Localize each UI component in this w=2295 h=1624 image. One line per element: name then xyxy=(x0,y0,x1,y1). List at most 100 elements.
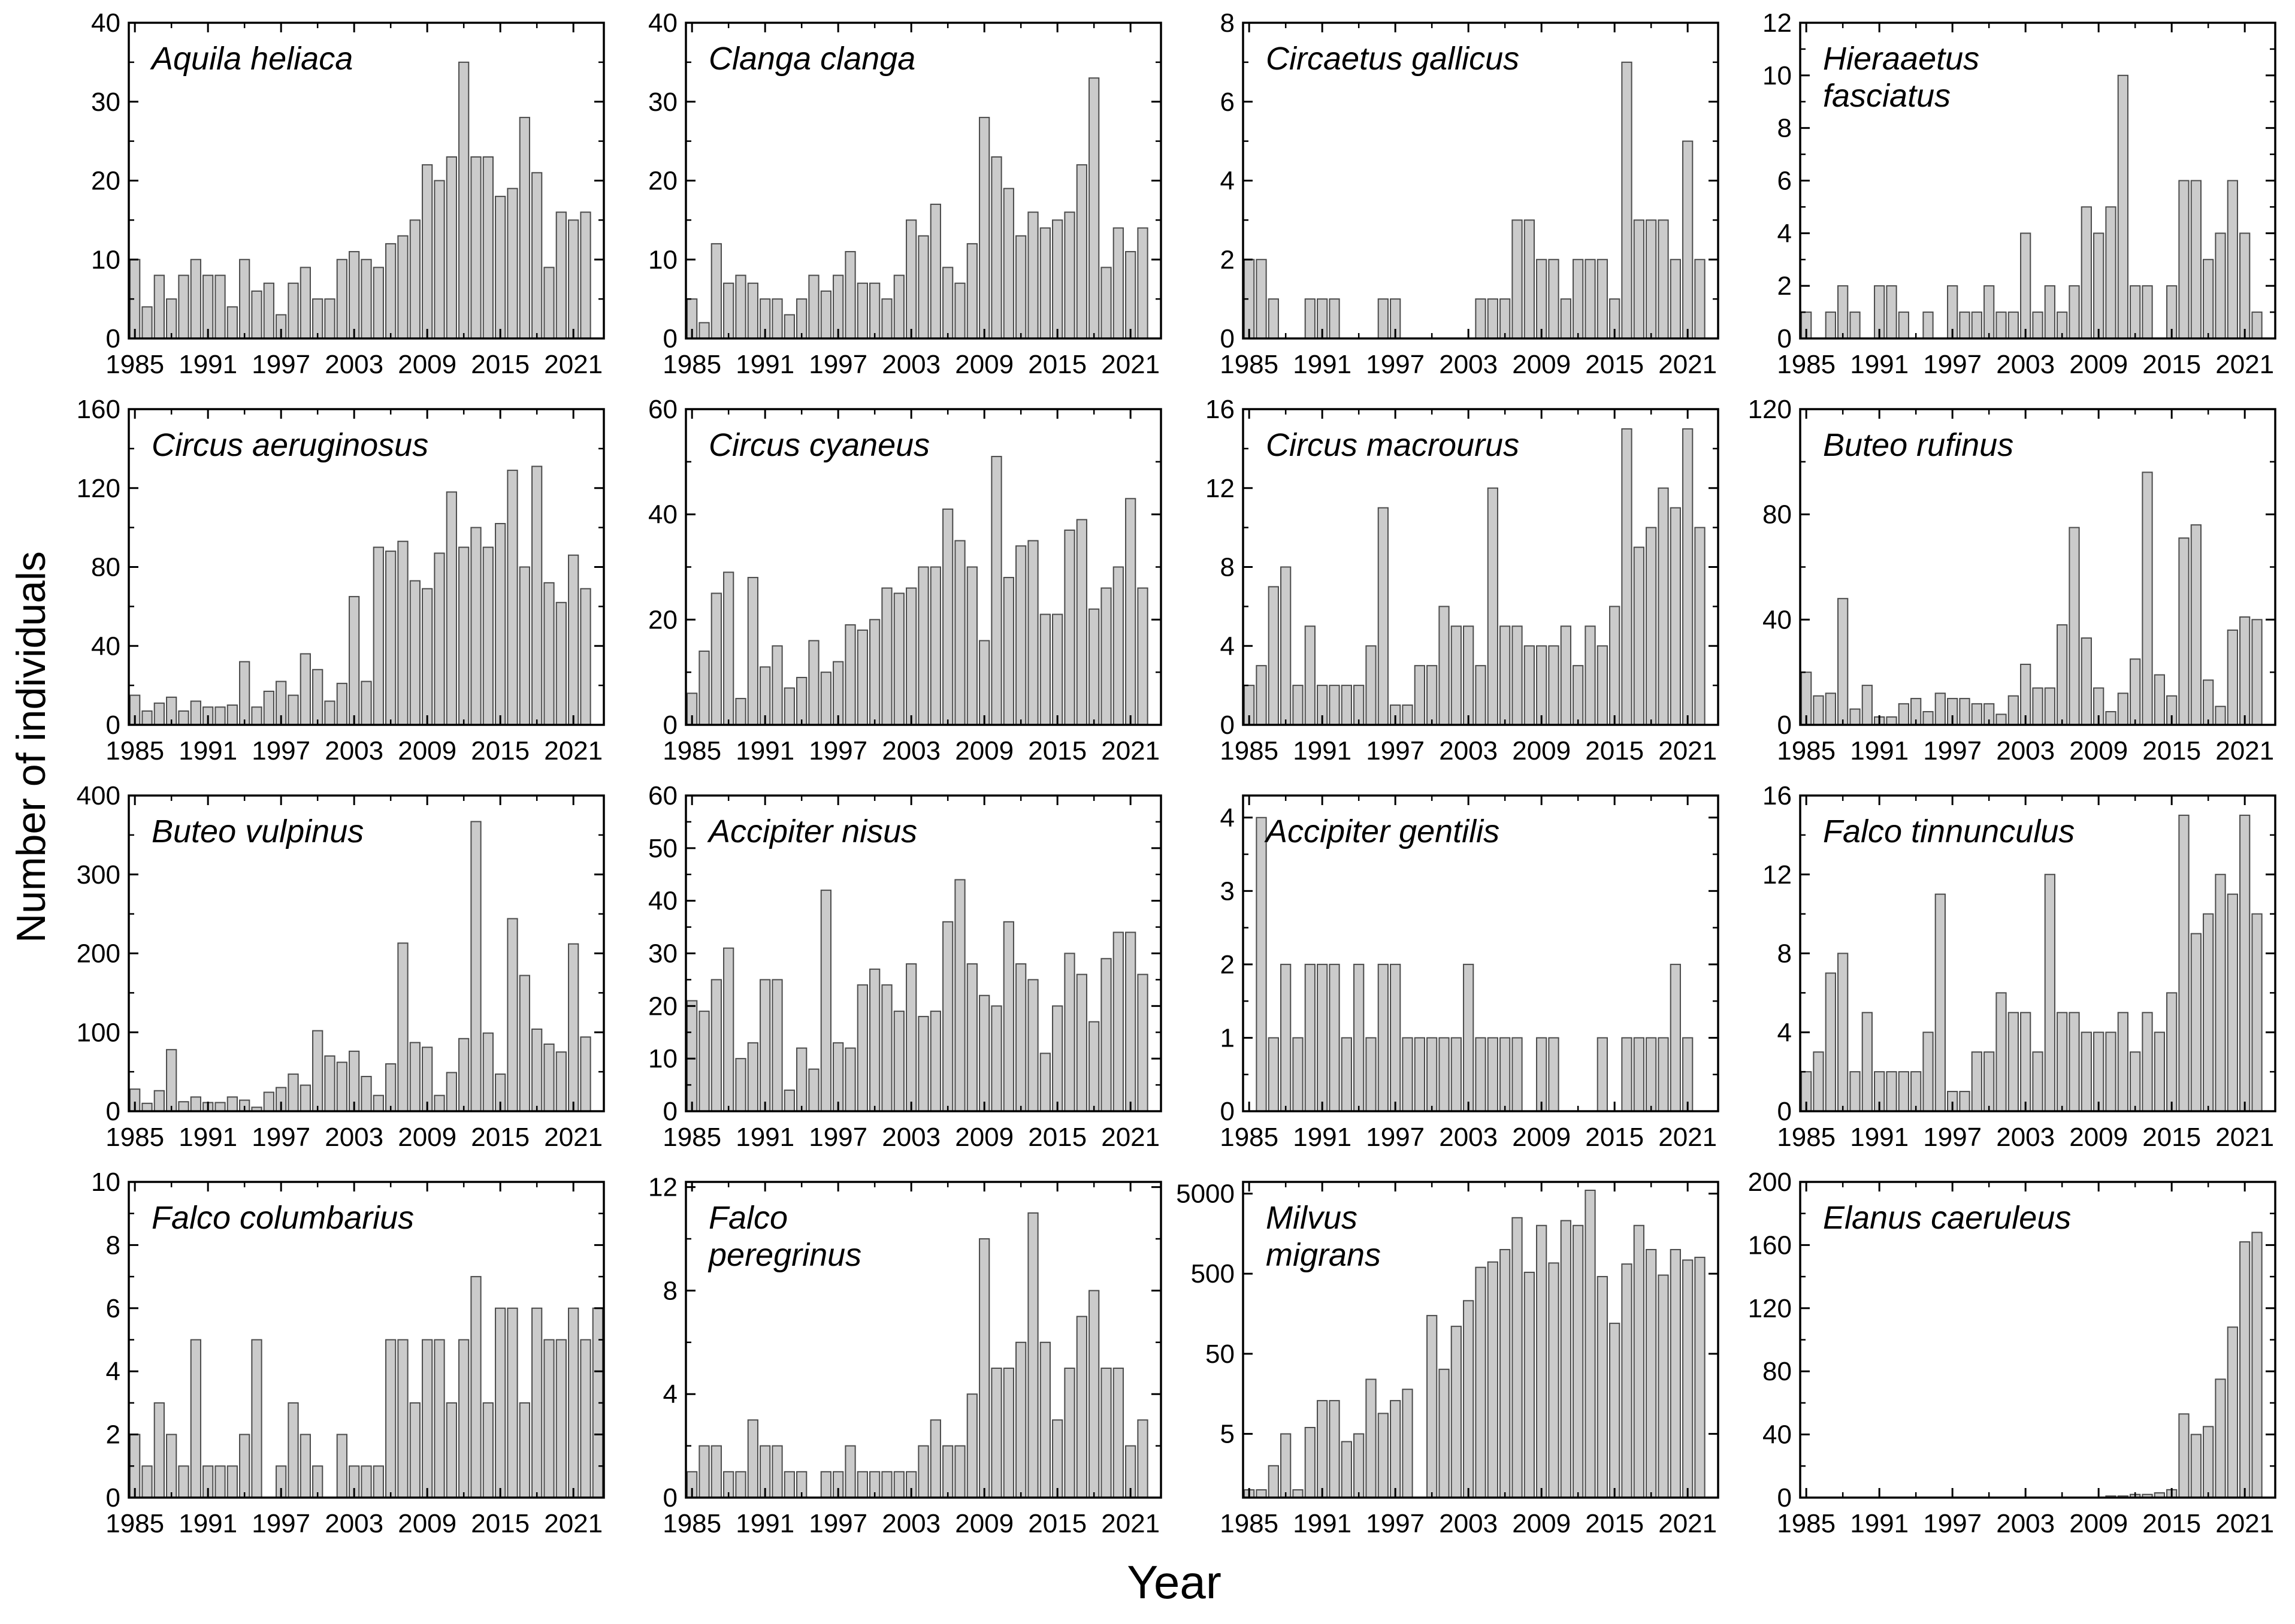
x-tick-label: 1985 xyxy=(1777,1509,1836,1538)
bar-2021 xyxy=(568,554,579,725)
bar-2007 xyxy=(954,879,966,1112)
bar-2015 xyxy=(1052,1005,1063,1112)
bar-2016 xyxy=(1064,530,1075,725)
x-tick-label: 2003 xyxy=(1439,736,1498,766)
x-tick-label: 1991 xyxy=(736,1123,794,1152)
y-tick-label: 5000 xyxy=(1176,1180,1235,1209)
bar-2000 xyxy=(312,669,323,725)
bar-2018 xyxy=(531,1028,543,1112)
bar-1988 xyxy=(166,298,177,339)
bar-1987 xyxy=(1825,312,1836,340)
chart-svg-accipiter-nisus: 0 10 20 30 40 50 60 1985 1991 1997 2003 2009 2015 202… xyxy=(648,781,1162,1152)
bar-2016 xyxy=(507,1307,518,1499)
bar-2018 xyxy=(531,172,543,339)
bar-2020 xyxy=(1670,507,1681,725)
bar-2013 xyxy=(2142,285,2153,339)
bar-1996 xyxy=(820,890,831,1112)
bar-1994 xyxy=(239,259,250,339)
bar-2010 xyxy=(991,156,1002,339)
y-tick-label: 1 xyxy=(1220,1023,1235,1053)
bar-2010 xyxy=(991,1368,1002,1498)
bar-2011 xyxy=(1003,577,1014,726)
y-tick-label: 6 xyxy=(1220,87,1235,117)
bar-1994 xyxy=(796,676,808,726)
x-tick-label: 1991 xyxy=(179,350,237,379)
bar-2004 xyxy=(2032,312,2043,340)
x-tick-label: 2009 xyxy=(1512,350,1571,379)
bar-1996 xyxy=(263,282,274,339)
bar-2010 xyxy=(1548,1037,1559,1112)
bar-2005 xyxy=(930,204,941,339)
bar-2019 xyxy=(2215,1378,2226,1498)
bar-2008 xyxy=(966,566,978,725)
bar-2010 xyxy=(991,1005,1002,1112)
y-tick-label: 100 xyxy=(77,1018,120,1047)
bar-2011 xyxy=(446,491,457,725)
bar-1994 xyxy=(1353,685,1365,725)
bar-1999 xyxy=(300,653,311,725)
x-tick-label: 1991 xyxy=(736,736,794,766)
bar-1987 xyxy=(710,243,722,339)
bar-1998 xyxy=(845,1445,856,1499)
bar-2006 xyxy=(2057,624,2068,725)
panel-title: Circus cyaneus xyxy=(709,427,930,463)
bar-1992 xyxy=(1886,1071,1897,1112)
bar-2015 xyxy=(495,523,506,725)
bar-1993 xyxy=(1898,703,1909,725)
bar-2010 xyxy=(1548,645,1559,725)
bar-2007 xyxy=(397,942,409,1112)
bar-1988 xyxy=(1837,952,1849,1112)
bar-2019 xyxy=(543,1044,555,1112)
bar-2021 xyxy=(568,943,579,1112)
bar-2021 xyxy=(1125,498,1136,725)
bar-1991 xyxy=(1317,1400,1328,1498)
x-tick-label: 1991 xyxy=(1293,1123,1351,1152)
bar-1985 xyxy=(687,1000,698,1112)
bar-2009 xyxy=(979,994,990,1112)
bar-1998 xyxy=(288,1402,299,1498)
x-tick-label: 2015 xyxy=(2142,1123,2201,1152)
bar-2017 xyxy=(1633,546,1644,725)
bar-1995 xyxy=(1365,1037,1377,1112)
y-tick-label: 0 xyxy=(106,324,120,353)
bar-2003 xyxy=(906,963,917,1112)
bar-2022 xyxy=(580,1036,591,1112)
bar-2006 xyxy=(942,921,954,1112)
bar-1987 xyxy=(153,1402,165,1498)
bar-2022 xyxy=(1137,1419,1148,1499)
bar-2002 xyxy=(893,274,905,340)
y-tick-label: 40 xyxy=(648,500,678,530)
x-tick-label: 1985 xyxy=(1777,350,1836,379)
bar-1989 xyxy=(1292,1037,1304,1112)
y-tick-label: 2 xyxy=(1777,271,1792,301)
chart-panel-falco-peregrinus: 0 4 8 12 1985 1991 1997 2003 2009 2015 2021 Falco pe… xyxy=(617,1165,1174,1552)
bar-1996 xyxy=(1934,692,1946,725)
bar-2002 xyxy=(2007,1012,2019,1112)
bar-2003 xyxy=(1463,625,1474,725)
bar-2016 xyxy=(1621,61,1632,339)
y-tick-label: 30 xyxy=(91,87,120,117)
bar-2002 xyxy=(1450,625,1462,725)
x-tick-label: 1985 xyxy=(1220,1123,1278,1152)
bar-1997 xyxy=(833,1042,844,1112)
bar-1988 xyxy=(723,947,734,1112)
bar-2019 xyxy=(2215,706,2226,726)
y-tick-label: 8 xyxy=(1220,553,1235,582)
y-tick-label: 500 xyxy=(1191,1259,1235,1289)
bar-2015 xyxy=(1052,219,1063,339)
bar-2022 xyxy=(2251,913,2263,1112)
bar-1999 xyxy=(857,282,868,339)
bar-2013 xyxy=(470,527,482,725)
chart-svg-falco-peregrinus: 0 4 8 12 1985 1991 1997 2003 2009 2015 2021 Falcope… xyxy=(648,1173,1162,1538)
bar-2016 xyxy=(507,918,518,1112)
y-tick-label: 3 xyxy=(1220,876,1235,906)
bar-2017 xyxy=(1633,1224,1644,1499)
bar-2006 xyxy=(2057,1012,2068,1112)
y-tick-label: 10 xyxy=(91,245,120,274)
bar-1989 xyxy=(735,698,746,726)
bar-1996 xyxy=(820,672,831,725)
bar-2005 xyxy=(1487,1037,1498,1112)
bar-2018 xyxy=(1646,219,1657,339)
bar-2011 xyxy=(446,156,457,339)
bar-2013 xyxy=(1027,979,1039,1112)
